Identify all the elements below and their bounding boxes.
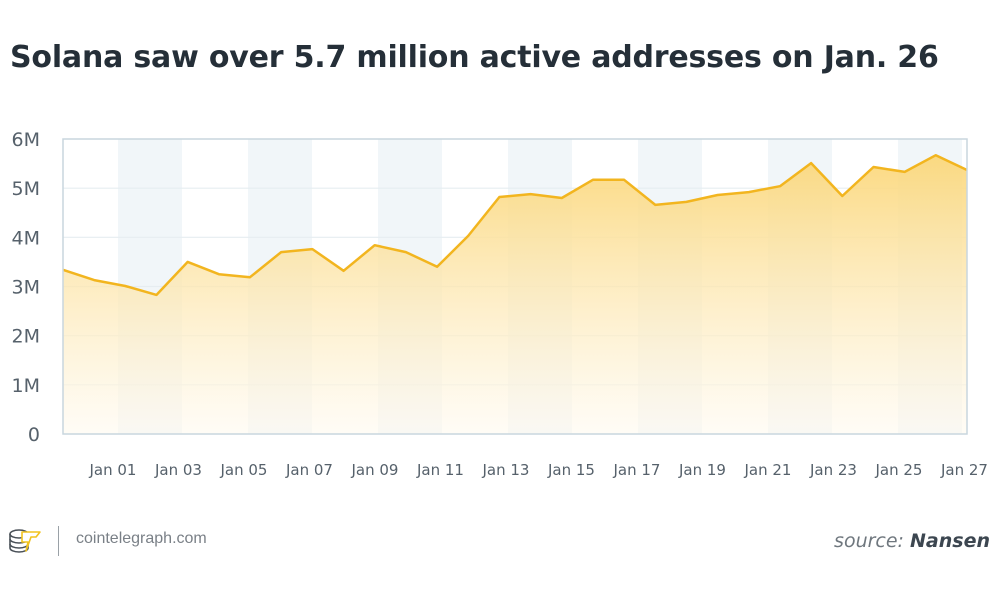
- x-tick-label: Jan 23: [809, 461, 857, 479]
- x-tick-label: Jan 07: [285, 461, 333, 479]
- y-tick-label: 6M: [12, 129, 40, 151]
- x-tick-label: Jan 13: [482, 461, 530, 479]
- x-tick-label: Jan 01: [89, 461, 137, 479]
- cointelegraph-logo-icon: [8, 527, 44, 555]
- x-tick-label: Jan 09: [351, 461, 399, 479]
- chart-title: Solana saw over 5.7 million active addre…: [10, 40, 939, 75]
- source-prefix: source:: [834, 530, 904, 552]
- footer-divider: [58, 526, 59, 556]
- x-tick-label: Jan 11: [416, 461, 464, 479]
- y-tick-label: 0: [28, 424, 40, 446]
- plot-frame: [62, 138, 968, 435]
- x-tick-label: Jan 17: [613, 461, 661, 479]
- y-tick-label: 3M: [12, 277, 40, 299]
- y-tick-label: 5M: [12, 178, 40, 200]
- x-tick-label: Jan 15: [547, 461, 595, 479]
- y-tick-label: 2M: [12, 326, 40, 348]
- source-name: Nansen: [910, 530, 990, 552]
- source-credit: source: Nansen: [834, 530, 990, 552]
- x-tick-label: Jan 03: [154, 461, 202, 479]
- data-line: [62, 153, 968, 297]
- site-name: cointelegraph.com: [76, 530, 207, 547]
- x-tick-label: Jan 21: [744, 461, 792, 479]
- x-tick-label: Jan 25: [875, 461, 923, 479]
- y-tick-label: 4M: [12, 227, 40, 249]
- y-tick-label: 1M: [12, 375, 40, 397]
- x-tick-label: Jan 27: [940, 461, 988, 479]
- y-axis-ticks: 0 1M 2M 3M 4M 5M 6M: [12, 129, 40, 446]
- x-tick-label: Jan 05: [220, 461, 268, 479]
- area-fill: [63, 155, 967, 434]
- x-axis-ticks: Jan 01 Jan 03 Jan 05 Jan 07 Jan 09 Jan 11 Jan …: [89, 461, 988, 479]
- x-tick-label: Jan 19: [678, 461, 726, 479]
